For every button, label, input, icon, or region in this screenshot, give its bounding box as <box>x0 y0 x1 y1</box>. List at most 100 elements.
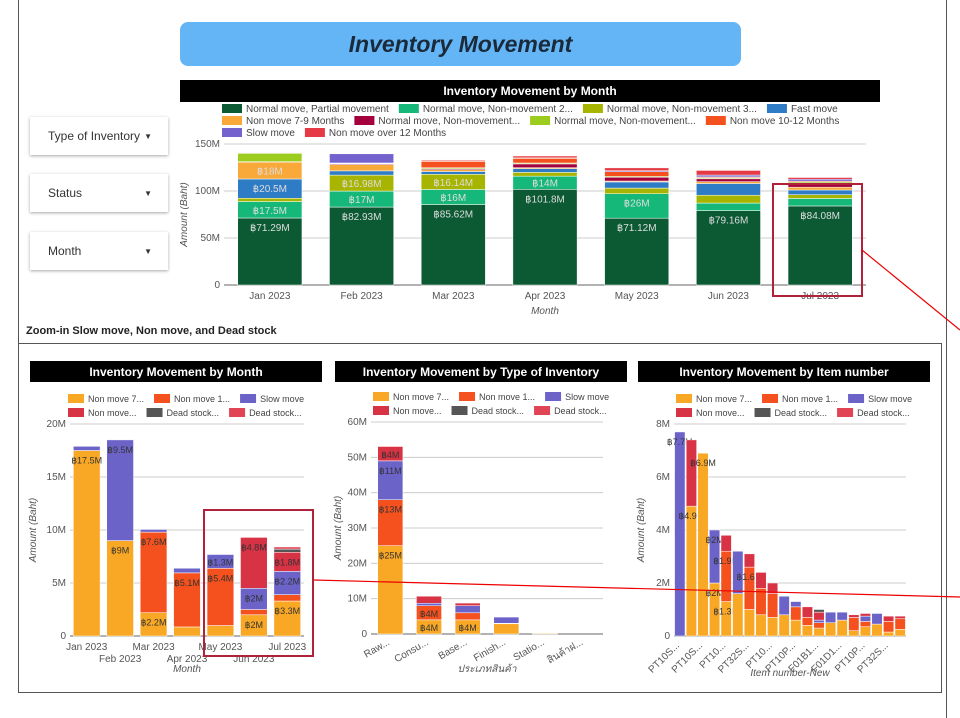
bar-segment[interactable] <box>894 618 906 630</box>
bar-segment[interactable] <box>512 158 578 164</box>
bar-segment[interactable] <box>73 450 101 637</box>
bar-segment[interactable] <box>139 529 168 533</box>
bar-segment[interactable] <box>696 202 761 211</box>
bar-segment[interactable] <box>237 151 303 153</box>
bar-segment[interactable] <box>493 616 520 624</box>
bar-segment[interactable] <box>604 217 670 286</box>
bar-segment[interactable] <box>173 572 201 628</box>
bar-segment[interactable] <box>755 588 767 616</box>
bar-segment[interactable] <box>273 546 301 550</box>
bar-segment[interactable] <box>859 626 871 637</box>
bar-segment[interactable] <box>512 168 578 173</box>
bar-segment[interactable] <box>743 609 755 637</box>
bar-segment[interactable] <box>604 193 670 219</box>
bar-segment[interactable] <box>377 445 404 447</box>
bar-segment[interactable] <box>420 204 486 286</box>
filter-month[interactable]: Month ▼ <box>30 232 168 270</box>
bar-segment[interactable] <box>767 593 779 618</box>
bar-segment[interactable] <box>139 531 168 613</box>
bar-segment[interactable] <box>720 535 732 552</box>
bar-segment[interactable] <box>696 183 761 196</box>
bar-segment[interactable] <box>604 181 670 189</box>
bar-segment[interactable] <box>696 178 761 182</box>
bar-segment[interactable] <box>454 602 481 606</box>
filter-type-of-inventory[interactable]: Type of Inventory ▼ <box>30 117 168 155</box>
bar-segment[interactable] <box>512 172 578 177</box>
bar-segment[interactable] <box>848 614 860 618</box>
bar-segment[interactable] <box>778 614 790 637</box>
bar-segment[interactable] <box>377 460 404 500</box>
bar-segment[interactable] <box>767 617 779 637</box>
bar-segment[interactable] <box>894 615 906 620</box>
bar-segment[interactable] <box>73 446 101 451</box>
bar-segment[interactable] <box>801 617 813 626</box>
bar-segment[interactable] <box>329 206 394 286</box>
bar-segment[interactable] <box>859 613 871 617</box>
bar-segment[interactable] <box>778 596 790 616</box>
bar-segment[interactable] <box>604 187 670 194</box>
bar-segment[interactable] <box>237 197 303 202</box>
bar-segment[interactable] <box>813 619 825 624</box>
bar-segment[interactable] <box>420 171 486 175</box>
bar-segment[interactable] <box>206 554 235 569</box>
bar-segment[interactable] <box>801 625 813 637</box>
bar-segment[interactable] <box>871 623 883 637</box>
bar-segment[interactable] <box>512 163 578 168</box>
bar-segment[interactable] <box>883 615 895 622</box>
bar-segment[interactable] <box>237 152 303 162</box>
bar-segment[interactable] <box>767 582 779 594</box>
bar-segment[interactable] <box>674 431 686 637</box>
bar-segment[interactable] <box>454 605 481 614</box>
bar-segment[interactable] <box>454 602 481 604</box>
bar-segment[interactable] <box>836 619 848 637</box>
bar-segment[interactable] <box>859 621 871 627</box>
bar-segment[interactable] <box>825 611 837 623</box>
bar-segment[interactable] <box>420 159 486 162</box>
bar-segment[interactable] <box>377 499 404 546</box>
bar-segment[interactable] <box>454 612 481 621</box>
bar-segment[interactable] <box>813 609 825 613</box>
bar-segment[interactable] <box>825 622 837 637</box>
bar-segment[interactable] <box>416 603 442 606</box>
bar-segment[interactable] <box>813 627 825 637</box>
bar-segment[interactable] <box>697 452 709 637</box>
bar-segment[interactable] <box>696 174 761 178</box>
bar-segment[interactable] <box>696 194 761 204</box>
bar-segment[interactable] <box>329 153 394 164</box>
bar-segment[interactable] <box>173 626 201 637</box>
bar-segment[interactable] <box>237 217 303 286</box>
bar-segment[interactable] <box>755 572 767 589</box>
bar-segment[interactable] <box>493 616 520 618</box>
bar-segment[interactable] <box>604 167 670 171</box>
bar-segment[interactable] <box>512 189 578 286</box>
bar-segment[interactable] <box>883 631 895 637</box>
bar-segment[interactable] <box>732 593 744 637</box>
bar-segment[interactable] <box>696 181 761 184</box>
bar-segment[interactable] <box>532 633 558 635</box>
bar-segment[interactable] <box>240 537 268 589</box>
bar-segment[interactable] <box>859 615 871 622</box>
bar-segment[interactable] <box>790 601 802 608</box>
bar-segment[interactable] <box>883 621 895 633</box>
bar-segment[interactable] <box>685 439 697 507</box>
bar-segment[interactable] <box>273 600 301 637</box>
bar-segment[interactable] <box>493 623 520 635</box>
bar-segment[interactable] <box>604 177 670 182</box>
bar-segment[interactable] <box>206 568 235 626</box>
bar-segment[interactable] <box>790 606 802 621</box>
bar-segment[interactable] <box>604 171 670 177</box>
bar-segment[interactable] <box>813 611 825 621</box>
bar-segment[interactable] <box>894 629 906 637</box>
bar-segment[interactable] <box>685 505 697 637</box>
bar-segment[interactable] <box>416 595 442 604</box>
bar-segment[interactable] <box>420 169 486 172</box>
filter-status[interactable]: Status ▼ <box>30 174 168 212</box>
bar-segment[interactable] <box>696 170 761 176</box>
bar-segment[interactable] <box>696 210 761 286</box>
bar-segment[interactable] <box>787 205 853 286</box>
bar-segment[interactable] <box>787 177 853 180</box>
bar-segment[interactable] <box>848 630 860 637</box>
bar-segment[interactable] <box>801 606 813 618</box>
bar-segment[interactable] <box>743 553 755 568</box>
bar-segment[interactable] <box>420 160 486 168</box>
